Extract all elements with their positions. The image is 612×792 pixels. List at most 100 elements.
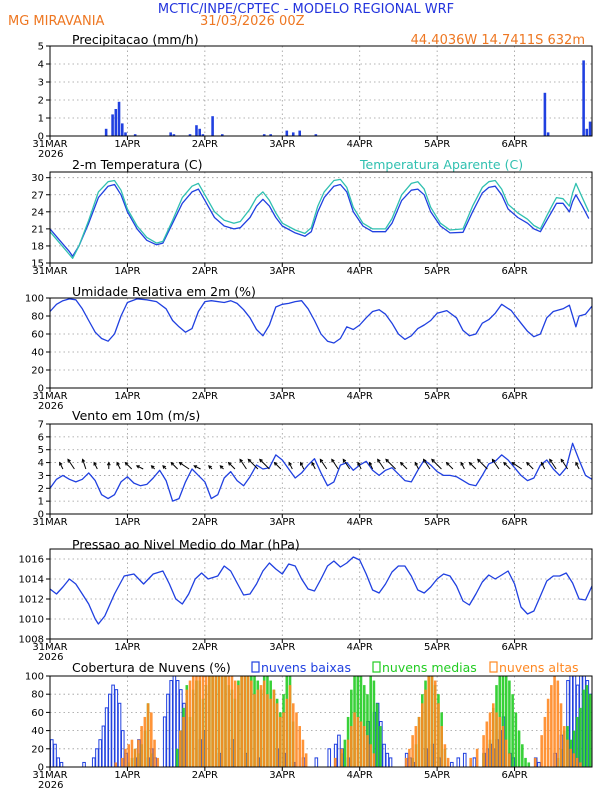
temp-xtick-label: 31MAR xyxy=(32,266,67,277)
cloud-bar-high xyxy=(575,757,579,767)
temp-ytick-label: 21 xyxy=(31,224,44,235)
cloud-bar-high xyxy=(120,757,124,767)
wind-arrow xyxy=(311,462,316,470)
wind-arrow xyxy=(82,459,87,470)
cloud-bar-low xyxy=(385,752,390,768)
precip-ytick-label: 1 xyxy=(38,114,44,125)
wind-arrow-head xyxy=(560,458,565,463)
wind-arrow-head xyxy=(540,461,545,466)
precip-year-label: 2026 xyxy=(38,149,63,160)
temp-title: 2-m Temperatura (C) xyxy=(72,157,203,172)
wind-arrow-head xyxy=(491,458,496,463)
clouds-legend-high: nuvens altas xyxy=(489,660,579,675)
cloud-bar-low xyxy=(104,707,109,768)
temp-ytick-label: 15 xyxy=(31,259,44,270)
rh-xtick-label: 31MAR xyxy=(32,391,67,402)
location-name: MG MIRAVANIA xyxy=(8,14,105,29)
wind-arrow xyxy=(526,462,534,470)
precip-bar xyxy=(117,101,121,136)
precip-panel: 0 1 2 3 4 5 31MAR 1APR 2APR 3APR 4APR 5APR 6APR 2026 xyxy=(32,42,593,160)
cloud-bar-high xyxy=(182,716,185,767)
wind-arrow xyxy=(560,459,569,470)
pres-xtick-label: 2APR xyxy=(192,642,218,653)
rh-title: Umidade Relativa em 2m (%) xyxy=(72,284,256,299)
run-datetime: 31/03/2026 00Z xyxy=(200,14,305,29)
cloud-bar-mid xyxy=(511,694,514,767)
cloud-bar-high xyxy=(362,726,366,767)
cloud-bar-high xyxy=(191,676,195,767)
cloud-bar-high xyxy=(353,712,356,767)
wind-arrow xyxy=(549,459,557,470)
cloud-bar-mid xyxy=(575,716,579,767)
cloud-bar-mid xyxy=(369,676,372,767)
cloud-bar-high xyxy=(298,726,301,767)
wind-arrow xyxy=(357,462,362,470)
wind-arrow-head xyxy=(116,461,120,466)
cloud-bar-high xyxy=(408,748,411,767)
wind-arrow xyxy=(368,462,374,470)
cloud-bar-low xyxy=(450,761,454,768)
rh-ytick-label: 20 xyxy=(31,366,44,377)
cloud-bar-high xyxy=(340,748,343,767)
clouds-ytick-label: 60 xyxy=(31,708,44,719)
cloud-bar-high xyxy=(259,685,263,767)
precip-bar xyxy=(195,125,198,136)
clouds-xtick-label: 2APR xyxy=(192,770,218,781)
cloud-bar-high xyxy=(356,716,360,767)
wind-arrow-head xyxy=(299,461,304,466)
wind-arrow xyxy=(116,462,121,470)
pres-frame xyxy=(49,548,593,640)
cloud-bar-high xyxy=(553,676,556,767)
rh-year-label: 2026 xyxy=(38,401,63,412)
cloud-bar-high xyxy=(556,680,560,767)
wind-xtick-label: 1APR xyxy=(114,517,140,528)
pressure-panel: 1008 1010 1012 1014 1016 31MAR 1APR 2APR 3APR 4AP… xyxy=(19,548,593,663)
wind-arrow-head xyxy=(219,465,224,469)
cloud-bar-mid xyxy=(343,739,347,767)
clouds-xtick-label: 31MAR xyxy=(32,770,67,781)
cloud-bar-high xyxy=(485,721,489,767)
cloud-bar-high xyxy=(133,748,137,767)
cloud-bar-high xyxy=(411,735,414,767)
precip-bar xyxy=(172,134,176,136)
clouds-xtick-label: 3APR xyxy=(269,770,295,781)
cloud-bar-mid xyxy=(372,680,376,767)
cloud-bar-high xyxy=(253,694,256,767)
rh-xtick-label: 3APR xyxy=(269,391,295,402)
wind-arrow xyxy=(59,462,64,470)
cloud-bar-high xyxy=(430,676,434,767)
wind-arrow-head xyxy=(193,465,198,469)
cloud-bar-high xyxy=(220,676,224,767)
wind-arrow-head xyxy=(227,461,232,466)
cloud-bar-high xyxy=(146,703,150,767)
precip-bar xyxy=(220,134,224,136)
wind-arrow-head xyxy=(385,458,389,463)
clouds-panel: 0 20 40 60 80 100 31MAR 1APR 2APR 3APR 4APR 5APR 6AP… xyxy=(25,672,593,791)
cloud-bar-low xyxy=(101,725,106,768)
cloud-bar-mid xyxy=(585,685,589,767)
clouds-ytick-label: 100 xyxy=(25,672,44,683)
wind-arrow-head xyxy=(259,458,263,463)
wind-arrow-head xyxy=(357,461,361,466)
precip-bar xyxy=(298,130,301,136)
precip-ytick-label: 3 xyxy=(38,78,44,89)
wind-arrow xyxy=(193,465,201,470)
cloud-bar-high xyxy=(114,762,118,767)
cloud-bar-mid xyxy=(579,707,582,767)
cloud-bar-high xyxy=(566,739,569,767)
cloud-bar-high xyxy=(208,676,211,767)
cloud-bar-high xyxy=(256,689,260,767)
cloud-bar-low xyxy=(91,757,96,768)
pres-ytick-label: 1016 xyxy=(19,555,44,566)
wind-arrow xyxy=(477,459,488,470)
cloud-bar-mid xyxy=(504,676,508,767)
pres-ytick-label: 1014 xyxy=(19,575,44,586)
wind-arrow-head xyxy=(575,461,579,466)
cloud-bar-high xyxy=(279,716,282,767)
cloud-bar-low xyxy=(169,680,173,768)
cloud-bar-low xyxy=(82,761,86,768)
cloud-bar-high xyxy=(421,703,424,767)
rh-ytick-label: 80 xyxy=(31,312,44,323)
pres-xtick-label: 1APR xyxy=(114,642,140,653)
wind-arrow-head xyxy=(422,458,427,463)
